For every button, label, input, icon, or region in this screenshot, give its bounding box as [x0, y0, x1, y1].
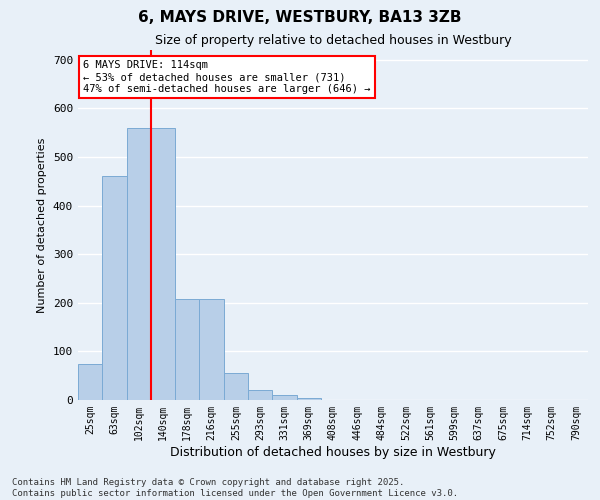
Bar — [296, 398, 321, 400]
Bar — [151, 128, 175, 400]
Bar — [175, 300, 199, 400]
Bar — [102, 176, 127, 400]
Title: Size of property relative to detached houses in Westbury: Size of property relative to detached ho… — [155, 34, 511, 48]
Text: 6 MAYS DRIVE: 114sqm
← 53% of detached houses are smaller (731)
47% of semi-deta: 6 MAYS DRIVE: 114sqm ← 53% of detached h… — [83, 60, 371, 94]
Text: Contains HM Land Registry data © Crown copyright and database right 2025.
Contai: Contains HM Land Registry data © Crown c… — [12, 478, 458, 498]
Bar — [78, 364, 102, 400]
Bar — [248, 390, 272, 400]
X-axis label: Distribution of detached houses by size in Westbury: Distribution of detached houses by size … — [170, 446, 496, 458]
Bar — [272, 395, 296, 400]
Y-axis label: Number of detached properties: Number of detached properties — [37, 138, 47, 312]
Bar — [199, 300, 224, 400]
Text: 6, MAYS DRIVE, WESTBURY, BA13 3ZB: 6, MAYS DRIVE, WESTBURY, BA13 3ZB — [138, 10, 462, 25]
Bar — [224, 374, 248, 400]
Bar — [127, 128, 151, 400]
